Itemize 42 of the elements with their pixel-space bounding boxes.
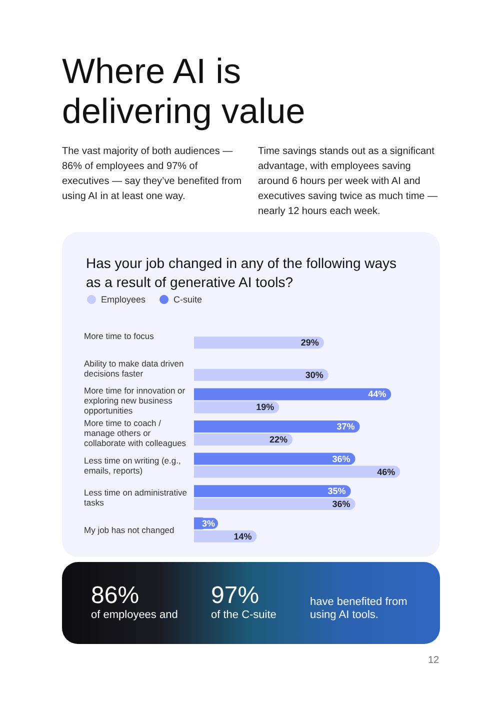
data-label: 29% — [300, 338, 319, 348]
text: The vast majority of both audiences — 86% of employees and 97% of executives — say they’ve benefited from using AI in at least one way. — [62, 145, 243, 204]
data-label: 46% — [377, 466, 396, 477]
data-label: 19% — [256, 402, 274, 412]
y-tick-label: Less time on writing (e.g., emails, reports) — [84, 455, 184, 476]
data-label: 14% — [234, 531, 252, 542]
text: 86% — [91, 582, 140, 610]
data-label: 44% — [368, 389, 386, 400]
data-label: 37% — [336, 422, 355, 432]
legend-label: C-suite — [174, 294, 202, 304]
text: of employees and — [91, 609, 178, 621]
data-label: 22% — [270, 434, 288, 444]
bar — [194, 466, 400, 478]
bar — [194, 485, 351, 498]
chart-subtitle: Has your job changed in any of the following ways as a result of generative AI tools? — [86, 254, 398, 292]
y-tick-label: Ability to make data driven decisions faster — [84, 358, 186, 378]
data-label: 30% — [305, 370, 324, 380]
bar — [194, 388, 392, 400]
data-label: 36% — [332, 499, 350, 510]
bar — [194, 530, 257, 542]
y-tick-label: My job has not changed — [84, 524, 175, 535]
y-tick-label: More time to focus — [84, 331, 154, 342]
y-tick-label: More time to coach / manage others or collaborate with colleagues — [84, 418, 186, 448]
bar — [194, 498, 356, 510]
bar — [194, 401, 280, 414]
text: 97% — [211, 582, 260, 610]
bar — [194, 433, 293, 446]
data-label: 35% — [328, 486, 346, 496]
bar — [194, 336, 324, 349]
bar — [194, 420, 360, 433]
text: 12 — [428, 655, 440, 666]
bar — [194, 368, 328, 381]
data-label: 3% — [202, 518, 216, 528]
legend-label: Employees — [101, 294, 146, 304]
data-label: 36% — [332, 454, 350, 464]
y-tick-label: Less time on administrative tasks — [84, 488, 190, 508]
text: of the C-suite — [211, 609, 276, 621]
text: Time savings stands out as a significant advantage, with employees saving around 6 hours per week with AI and executives saving twice as much time — nearly 12 hours each week. — [258, 145, 439, 219]
y-tick-label: More time for innovation or exploring new business opportunities — [84, 386, 188, 416]
chart-title: Where AI is delivering value — [62, 52, 306, 132]
bar — [194, 452, 356, 465]
text: have benefited from using AI tools. — [310, 596, 408, 622]
